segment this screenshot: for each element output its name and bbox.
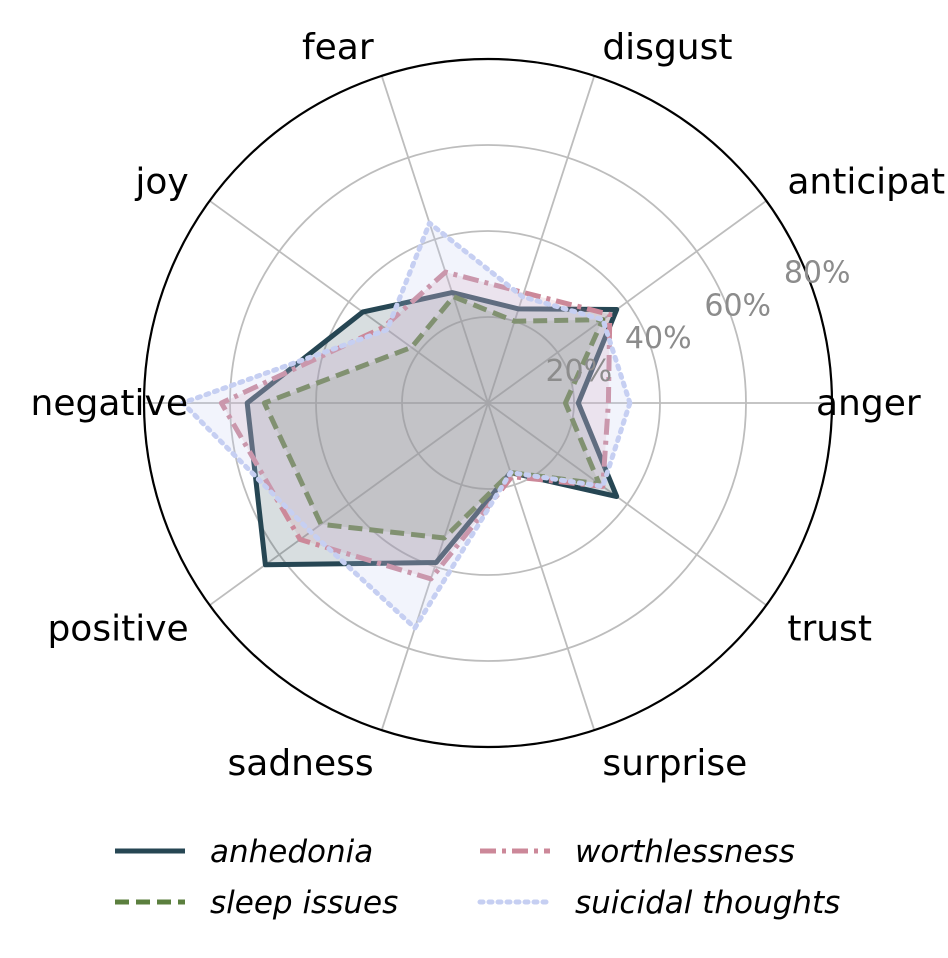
- category-label-negative: negative: [31, 383, 188, 424]
- spoke-joy: [209, 200, 489, 404]
- spoke-positive: [209, 402, 489, 606]
- spoke-fear: [380, 75, 489, 404]
- category-label-trust: trust: [787, 608, 872, 649]
- radial-tick-labels: 20% 40% 60% 80%: [545, 255, 850, 389]
- legend-item-suicidal-thoughts: suicidal thoughts: [477, 885, 840, 921]
- legend: anhedonia sleep issues worthlessness suicid…: [115, 834, 840, 921]
- spoke-sadness: [380, 402, 489, 731]
- radial-tick-label: 20%: [545, 354, 612, 389]
- series-fill-sleep-issues: [264, 296, 603, 538]
- radial-tick-label: 60%: [704, 288, 771, 323]
- legend-item-worthlessness: worthlessness: [480, 834, 795, 870]
- legend-label: anhedonia: [210, 834, 373, 870]
- category-labels: anger anticipation disgust fear joy negative p…: [31, 27, 948, 784]
- radar-grid: [142, 57, 834, 749]
- series-line-anhedonia: [244, 290, 620, 568]
- category-label-anger: anger: [816, 383, 921, 424]
- category-label-disgust: disgust: [602, 27, 732, 68]
- legend-label: sleep issues: [210, 885, 398, 921]
- series-fill-anhedonia: [247, 292, 617, 565]
- spoke-trust: [487, 402, 767, 606]
- category-label-anticipation: anticipation: [787, 162, 948, 203]
- radar-series-group: [180, 220, 633, 631]
- outer-frame: [142, 57, 834, 749]
- legend-item-sleep-issues: sleep issues: [115, 885, 398, 921]
- legend-label: worthlessness: [575, 834, 795, 870]
- radial-tick-label: 80%: [784, 255, 851, 290]
- legend-label: suicidal thoughts: [575, 885, 840, 921]
- spoke-surprise: [487, 402, 596, 731]
- series-fill-suicidal-thoughts: [182, 223, 630, 628]
- category-label-fear: fear: [302, 27, 374, 68]
- category-label-sadness: sadness: [228, 743, 374, 784]
- category-label-surprise: surprise: [602, 743, 747, 784]
- category-label-positive: positive: [47, 608, 188, 649]
- legend-item-anhedonia: anhedonia: [115, 834, 373, 870]
- spoke-disgust: [487, 75, 596, 404]
- category-label-joy: joy: [134, 162, 188, 203]
- series-line-suicidal-thoughts: [180, 220, 633, 631]
- spoke-anticipation: [487, 200, 767, 404]
- series-fill-worthlessness: [221, 272, 610, 579]
- series-line-worthlessness: [218, 269, 613, 582]
- radial-tick-label: 40%: [625, 321, 692, 356]
